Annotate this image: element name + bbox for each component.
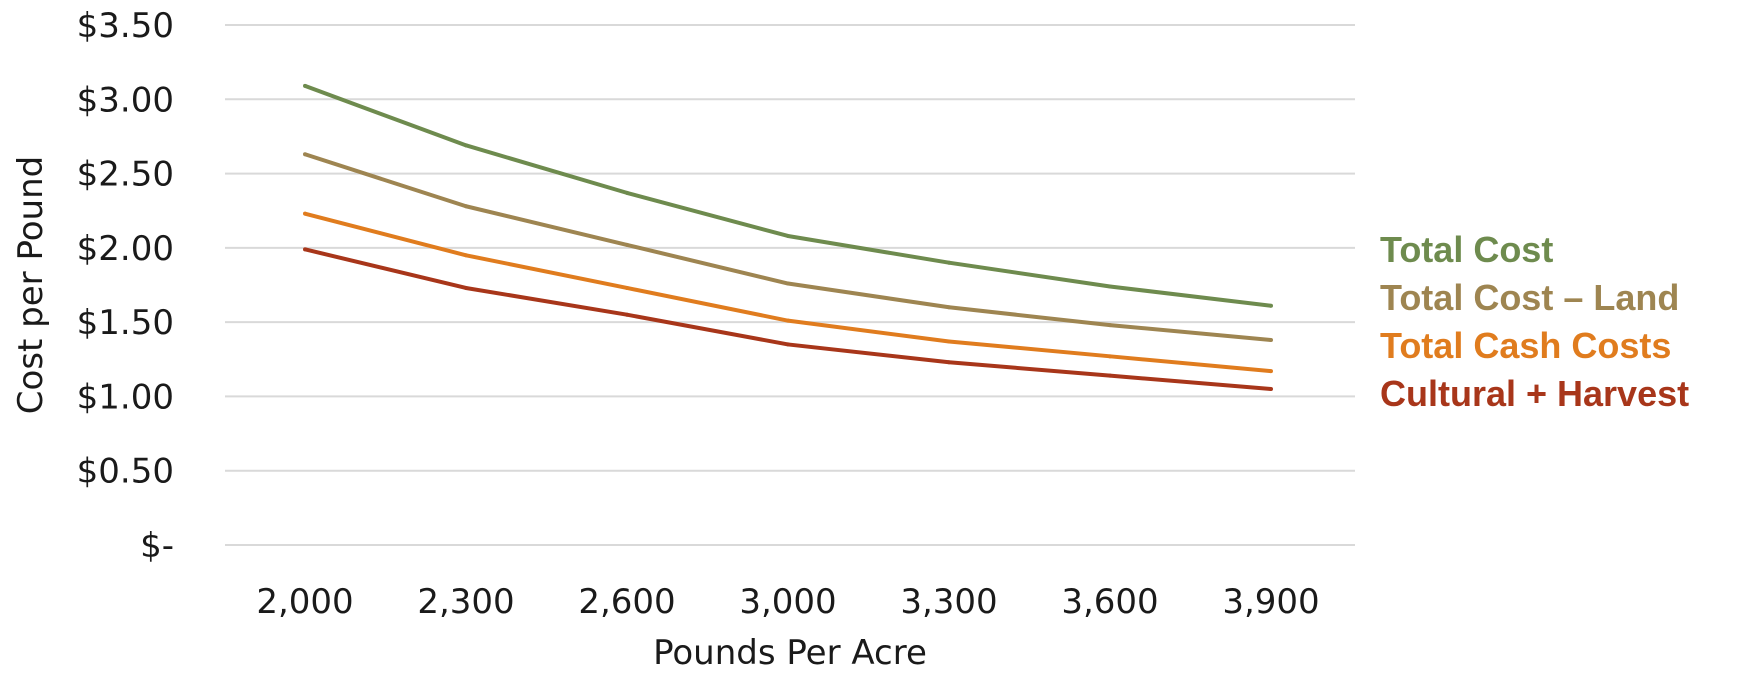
data-point xyxy=(625,242,629,247)
x-axis-title: Pounds Per Acre xyxy=(653,633,927,673)
data-point xyxy=(303,152,307,157)
data-point xyxy=(786,281,790,286)
y-tick-label: $1.50 xyxy=(77,303,174,343)
data-point xyxy=(1269,337,1273,342)
x-tick-label: 2,300 xyxy=(417,582,514,622)
y-axis-title: Cost per Pound xyxy=(11,156,51,414)
data-point xyxy=(464,285,468,290)
x-tick-label: 3,300 xyxy=(900,582,997,622)
data-point xyxy=(625,312,629,317)
data-point xyxy=(947,305,951,310)
x-tick-label: 2,000 xyxy=(256,582,353,622)
data-point xyxy=(1108,284,1112,289)
y-tick-label: $0.50 xyxy=(77,452,174,492)
y-tick-label: $- xyxy=(140,526,174,566)
x-tick-label: 2,600 xyxy=(578,582,675,622)
x-tick-label: 3,000 xyxy=(739,582,836,622)
legend: Total Cost Total Cost – Land Total Cash Co… xyxy=(1380,226,1689,418)
data-point xyxy=(1108,323,1112,328)
data-point xyxy=(625,285,629,290)
data-point xyxy=(625,190,629,195)
data-point xyxy=(1108,373,1112,378)
data-point xyxy=(947,260,951,265)
data-point xyxy=(1108,354,1112,359)
legend-item: Total Cost – Land xyxy=(1380,277,1680,318)
y-tick-label: $2.00 xyxy=(77,229,174,269)
y-tick-label: $3.00 xyxy=(77,80,174,120)
data-point xyxy=(464,204,468,209)
y-axis-ticks: $- $0.50 $1.00 $1.50 $2.00 $2.50 $3.00 $3.50 xyxy=(77,6,174,566)
data-point xyxy=(786,233,790,238)
data-point xyxy=(947,339,951,344)
x-tick-label: 3,900 xyxy=(1222,582,1319,622)
data-point xyxy=(464,253,468,258)
y-tick-label: $2.50 xyxy=(77,155,174,195)
data-point xyxy=(786,318,790,323)
legend-item: Total Cash Costs xyxy=(1380,325,1672,366)
data-point xyxy=(303,83,307,88)
x-axis-ticks: 2,000 2,300 2,600 3,000 3,300 3,600 3,900 xyxy=(256,582,1319,622)
grid-lines xyxy=(225,24,1355,546)
legend-item: Total Cost xyxy=(1380,229,1554,270)
data-point xyxy=(1269,369,1273,374)
y-tick-label: $3.50 xyxy=(77,6,174,46)
data-point xyxy=(786,342,790,347)
data-point xyxy=(464,143,468,148)
data-point xyxy=(1269,303,1273,308)
legend-item: Cultural + Harvest xyxy=(1380,373,1690,414)
y-tick-label: $1.00 xyxy=(77,377,174,417)
x-tick-label: 3,600 xyxy=(1061,582,1158,622)
data-point xyxy=(303,247,307,252)
data-point xyxy=(303,211,307,216)
data-point xyxy=(947,360,951,365)
series-lines xyxy=(303,83,1273,391)
series-line-1 xyxy=(304,84,1272,308)
data-point xyxy=(1269,387,1273,391)
